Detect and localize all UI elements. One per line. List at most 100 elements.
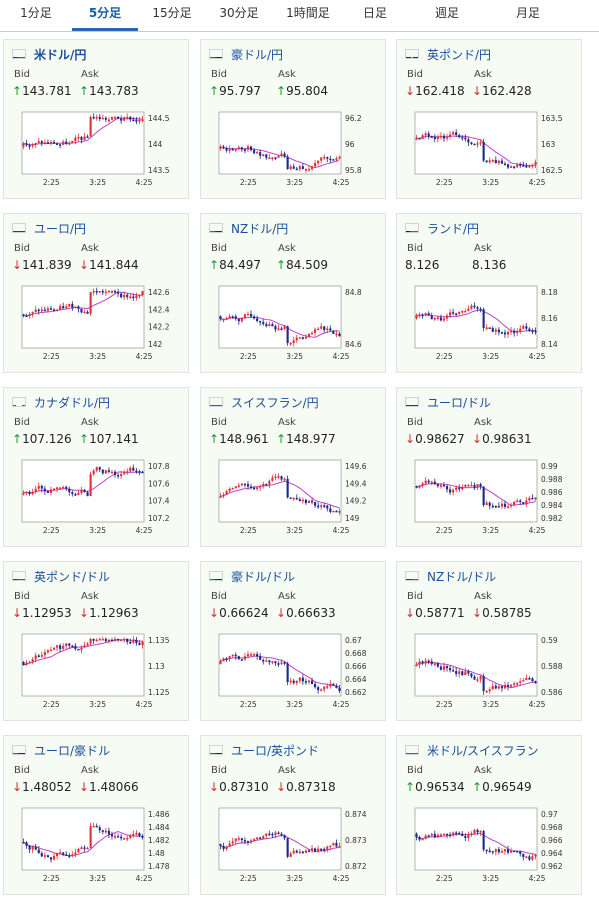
candle-body [46,855,49,858]
candle-body [522,853,525,857]
candle-body [286,156,289,170]
rate-card[interactable]: 米ドル/スイスフラン Bid Ask ↑0.96534 ↑0.96549 0.97 0.96… [396,735,582,895]
x-tick-label: 2:25 [436,526,453,535]
candle-body [310,680,314,684]
currency-pair-name[interactable]: 豪ドル/円 [231,47,284,62]
rate-card[interactable]: 米ドル/円 Bid Ask ↑143.781 ↑143.783 144.5 144 143.5… [3,39,189,199]
currency-pair-name[interactable]: ユーロ/豪ドル [34,743,111,758]
mini-chart[interactable]: 0.874 0.873 0.872 2:25 3:25 4:25 [215,804,375,886]
candlestick-chart: 0.99 0.988 0.986 0.984 0.982 2:25 3:25 4:25 [414,459,563,535]
card-header: 豪ドル/ドル [209,569,296,584]
candle-body [95,639,98,642]
candle-body [445,315,449,319]
rate-card[interactable]: NZドル/円 Bid Ask ↑84.497 ↑84.509 84.8 84.6 2:25 3:… [200,213,386,373]
candle-body [488,850,491,852]
rate-card[interactable]: カナダドル/円 Bid Ask ↑107.126 ↑107.141 107.8 107.6 1… [3,387,189,547]
candle-body [479,484,482,487]
mini-chart[interactable]: 107.8 107.6 107.4 107.2 2:25 3:25 4:25 [18,456,178,538]
currency-pair-name[interactable]: 米ドル/円 [34,47,87,62]
currency-pair-name[interactable]: ランド/円 [427,221,480,236]
mini-chart[interactable]: 0.67 0.668 0.666 0.664 0.662 2:25 3:25 4:25 [215,630,375,712]
mini-chart[interactable]: 142.6 142.4 142.2 142 2:25 3:25 4:25 [18,282,178,364]
candle-body [531,164,534,167]
y-tick-label: 0.966 [541,836,563,845]
ask-value: ↓141.844 [79,258,139,272]
rate-card[interactable]: ユーロ/豪ドル Bid Ask ↓1.48052 ↓1.48066 1.486 1.484 1… [3,735,189,895]
candle-body [445,833,449,836]
rate-card[interactable]: ランド/円 Bid Ask 8.126 8.136 8.18 8.16 8.14 2:25 3:2… [396,213,582,373]
rate-card[interactable]: 英ポンド/円 Bid Ask ↓162.418 ↓162.428 163.5 163 162.… [396,39,582,199]
currency-pair-name[interactable]: ユーロ/英ポンド [231,743,320,758]
rate-card[interactable]: 豪ドル/円 Bid Ask ↑95.797 ↑95.804 96.2 96 95.8 2:25 3… [200,39,386,199]
candle-body [436,834,439,838]
candle-body [65,141,68,145]
candle-body [274,326,277,330]
rate-card[interactable]: 豪ドル/ドル Bid Ask ↓0.66624 ↓0.66633 0.67 0.668 0.6… [200,561,386,721]
plot-area [21,633,145,697]
currency-pair-name[interactable]: 英ポンド/ドル [34,569,111,584]
rate-card[interactable]: ユーロ/円 Bid Ask ↓141.839 ↓141.844 142.6 142.4 142… [3,213,189,373]
rate-card[interactable]: ユーロ/ドル Bid Ask ↓0.98627 ↓0.98631 0.99 0.988 0.9… [396,387,582,547]
tab-15min[interactable]: 15分足 [152,6,192,20]
candle-body [120,474,123,477]
ask-label: Ask [81,417,99,428]
candle-body [246,654,250,657]
candle-body [430,833,433,836]
candle-body [479,831,482,833]
rate-card[interactable]: スイスフラン/円 Bid Ask ↑148.961 ↑148.977 149.6 149.4… [200,387,386,547]
currency-pair-name[interactable]: NZドル/ドル [427,569,497,584]
candle-body [506,331,510,335]
mini-chart[interactable]: 0.97 0.968 0.966 0.964 0.962 2:25 3:25 4:25 [411,804,571,886]
candle-body [528,856,531,860]
candle-body [65,306,68,309]
candle-body [528,328,531,331]
rate-card[interactable]: 英ポンド/ドル Bid Ask ↓1.12953 ↓1.12963 1.135 1.13 1.… [3,561,189,721]
currency-pair-name[interactable]: ユーロ/ドル [427,395,492,410]
mini-chart[interactable]: 84.8 84.6 2:25 3:25 4:25 [215,282,375,364]
tab-weekly[interactable]: 週足 [434,6,459,20]
ask-value: ↑84.509 [276,258,328,272]
currency-pair-name[interactable]: スイスフラン/円 [231,395,319,410]
tab-30min[interactable]: 30分足 [219,6,259,20]
bid-value: ↑95.797 [209,84,261,98]
moving-average-line [220,655,340,688]
currency-pair-name[interactable]: 英ポンド/円 [427,47,492,62]
currency-pair-name[interactable]: ユーロ/円 [34,221,87,236]
tab-1min[interactable]: 1分足 [20,6,52,20]
currency-pair-name[interactable]: 米ドル/スイスフラン [427,743,539,758]
mini-chart[interactable]: 1.135 1.13 1.125 2:25 3:25 4:25 [18,630,178,712]
candle-body [295,850,298,853]
us-flag-icon [406,579,418,580]
candle-body [510,684,513,687]
currency-pair-name[interactable]: NZドル/円 [231,221,289,236]
candle-body [470,142,473,144]
mini-chart[interactable]: 0.59 0.588 0.586 2:25 3:25 4:25 [411,630,571,712]
rate-card[interactable]: ユーロ/英ポンド Bid Ask ↓0.87310 ↓0.87318 0.874 0.873… [200,735,386,895]
card-header: ユーロ/円 [12,221,87,236]
x-tick-label: 2:25 [436,352,453,361]
rate-card[interactable]: NZドル/ドル Bid Ask ↓0.58771 ↓0.58785 0.59 0.588 0.… [396,561,582,721]
tab-monthly[interactable]: 月足 [515,6,540,20]
candle-body [310,848,314,851]
x-tick-label: 2:25 [436,700,453,709]
currency-pair-name[interactable]: 豪ドル/ドル [231,569,296,584]
bid-value: ↓1.48052 [12,780,72,794]
candle-body [289,680,292,683]
mini-chart[interactable]: 144.5 144 143.5 2:25 3:25 4:25 [18,108,178,190]
mini-chart[interactable]: 8.18 8.16 8.14 2:25 3:25 4:25 [411,282,571,364]
mini-chart[interactable]: 1.486 1.484 1.482 1.48 1.478 2:25 3:25 4:25 [18,804,178,886]
mini-chart[interactable]: 96.2 96 95.8 2:25 3:25 4:25 [215,108,375,190]
mini-chart[interactable]: 149.6 149.4 149.2 149 2:25 3:25 4:25 [215,456,375,538]
tab-1hour[interactable]: 1時間足 [286,6,330,20]
y-tick-label: 107.6 [148,479,170,488]
candle-body [120,639,123,642]
tab-5min[interactable]: 5分足 [72,0,138,31]
ask-value: ↓162.428 [472,84,532,98]
candle-body [439,135,442,138]
mini-chart[interactable]: 0.99 0.988 0.986 0.984 0.982 2:25 3:25 4:25 [411,456,571,538]
down-arrow-icon: ↓ [405,606,416,620]
tab-daily[interactable]: 日足 [362,6,387,20]
mini-chart[interactable]: 163.5 163 162.5 2:25 3:25 4:25 [411,108,571,190]
candle-body [104,117,107,120]
currency-pair-name[interactable]: カナダドル/円 [34,395,111,410]
